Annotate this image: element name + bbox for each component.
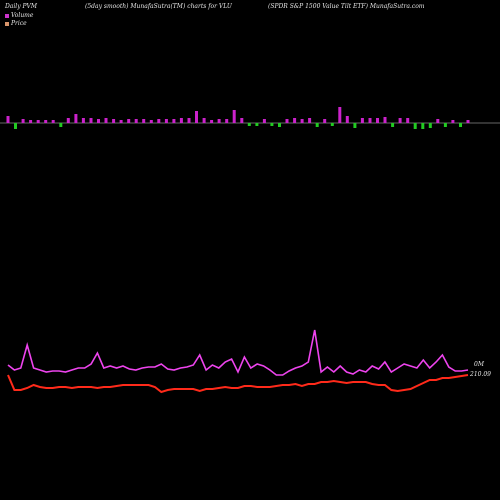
volume-bar	[179, 118, 183, 123]
legend-label-volume: Volume	[11, 12, 34, 19]
volume-bar	[466, 120, 470, 123]
volume-bar	[44, 120, 48, 123]
volume-bar	[29, 120, 33, 123]
volume-bar	[210, 120, 214, 123]
header-left-label: Daily PVM	[5, 3, 38, 10]
volume-bar	[360, 118, 364, 123]
volume-bar	[345, 116, 349, 123]
volume-bar	[51, 120, 55, 123]
legend-item-price: Price	[5, 20, 33, 28]
volume-line	[7, 329, 469, 376]
volume-bar	[202, 118, 206, 123]
volume-bar	[14, 123, 17, 129]
volume-bar	[300, 119, 304, 123]
volume-bar	[323, 119, 327, 123]
volume-bar	[232, 110, 236, 123]
volume-bar	[443, 123, 447, 127]
volume-bar	[330, 123, 334, 126]
volume-bar	[195, 111, 198, 123]
volume-bars	[0, 107, 500, 129]
volume-bar	[187, 118, 191, 123]
volume-bar	[6, 116, 10, 123]
volume-bar	[428, 123, 432, 128]
volume-bar	[451, 120, 455, 123]
volume-bar	[172, 119, 176, 123]
volume-bar	[247, 123, 251, 126]
volume-bar	[391, 123, 395, 127]
volume-bar	[459, 123, 462, 127]
volume-bar	[383, 117, 387, 123]
volume-bar	[36, 120, 40, 123]
volume-bar	[97, 119, 100, 123]
volume-bar	[406, 118, 410, 123]
volume-bar	[21, 119, 25, 123]
volume-bar	[255, 123, 259, 126]
volume-bar	[421, 123, 425, 129]
volume-bar	[225, 119, 229, 123]
legend-label-price: Price	[11, 20, 27, 27]
volume-bar	[436, 119, 440, 123]
volume-bar	[338, 107, 342, 123]
header-title: (5day smooth) MunafaSutra(TM) charts for…	[85, 3, 232, 10]
volume-bar	[149, 120, 153, 123]
volume-bar	[142, 119, 146, 123]
legend-swatch-volume	[5, 14, 9, 18]
volume-bar	[134, 119, 138, 123]
volume-bar	[74, 114, 78, 123]
volume-bar	[293, 118, 297, 123]
volume-bar	[270, 123, 274, 126]
volume-bar	[413, 123, 417, 129]
volume-bar	[368, 118, 372, 123]
volume-bar	[315, 123, 319, 127]
volume-bar	[66, 118, 70, 123]
price-line	[7, 374, 469, 394]
volume-bar	[164, 119, 168, 123]
volume-bar	[240, 118, 244, 123]
volume-bar	[104, 118, 108, 123]
volume-bar	[308, 118, 312, 123]
volume-bar	[119, 120, 123, 123]
volume-bar	[112, 119, 116, 123]
volume-bar	[157, 119, 161, 123]
legend: Volume Price	[5, 12, 33, 28]
volume-bar	[353, 123, 357, 128]
price-last-label: 210.09	[469, 371, 491, 378]
header-right-label: (SPDR S&P 1500 Value Tilt ETF) MunafaSut…	[268, 3, 425, 10]
volume-bar	[376, 118, 379, 123]
volume-bar	[127, 119, 131, 123]
volume-bar	[89, 118, 93, 123]
volume-bar	[262, 119, 266, 123]
volume-last-label: 0M	[474, 361, 485, 368]
legend-swatch-price	[5, 22, 9, 26]
volume-bar	[81, 118, 85, 123]
volume-bar	[398, 118, 402, 123]
volume-bar	[59, 123, 63, 127]
legend-item-volume: Volume	[5, 12, 33, 20]
volume-bar	[278, 123, 281, 127]
volume-bar	[285, 119, 289, 123]
volume-bar	[217, 119, 221, 123]
